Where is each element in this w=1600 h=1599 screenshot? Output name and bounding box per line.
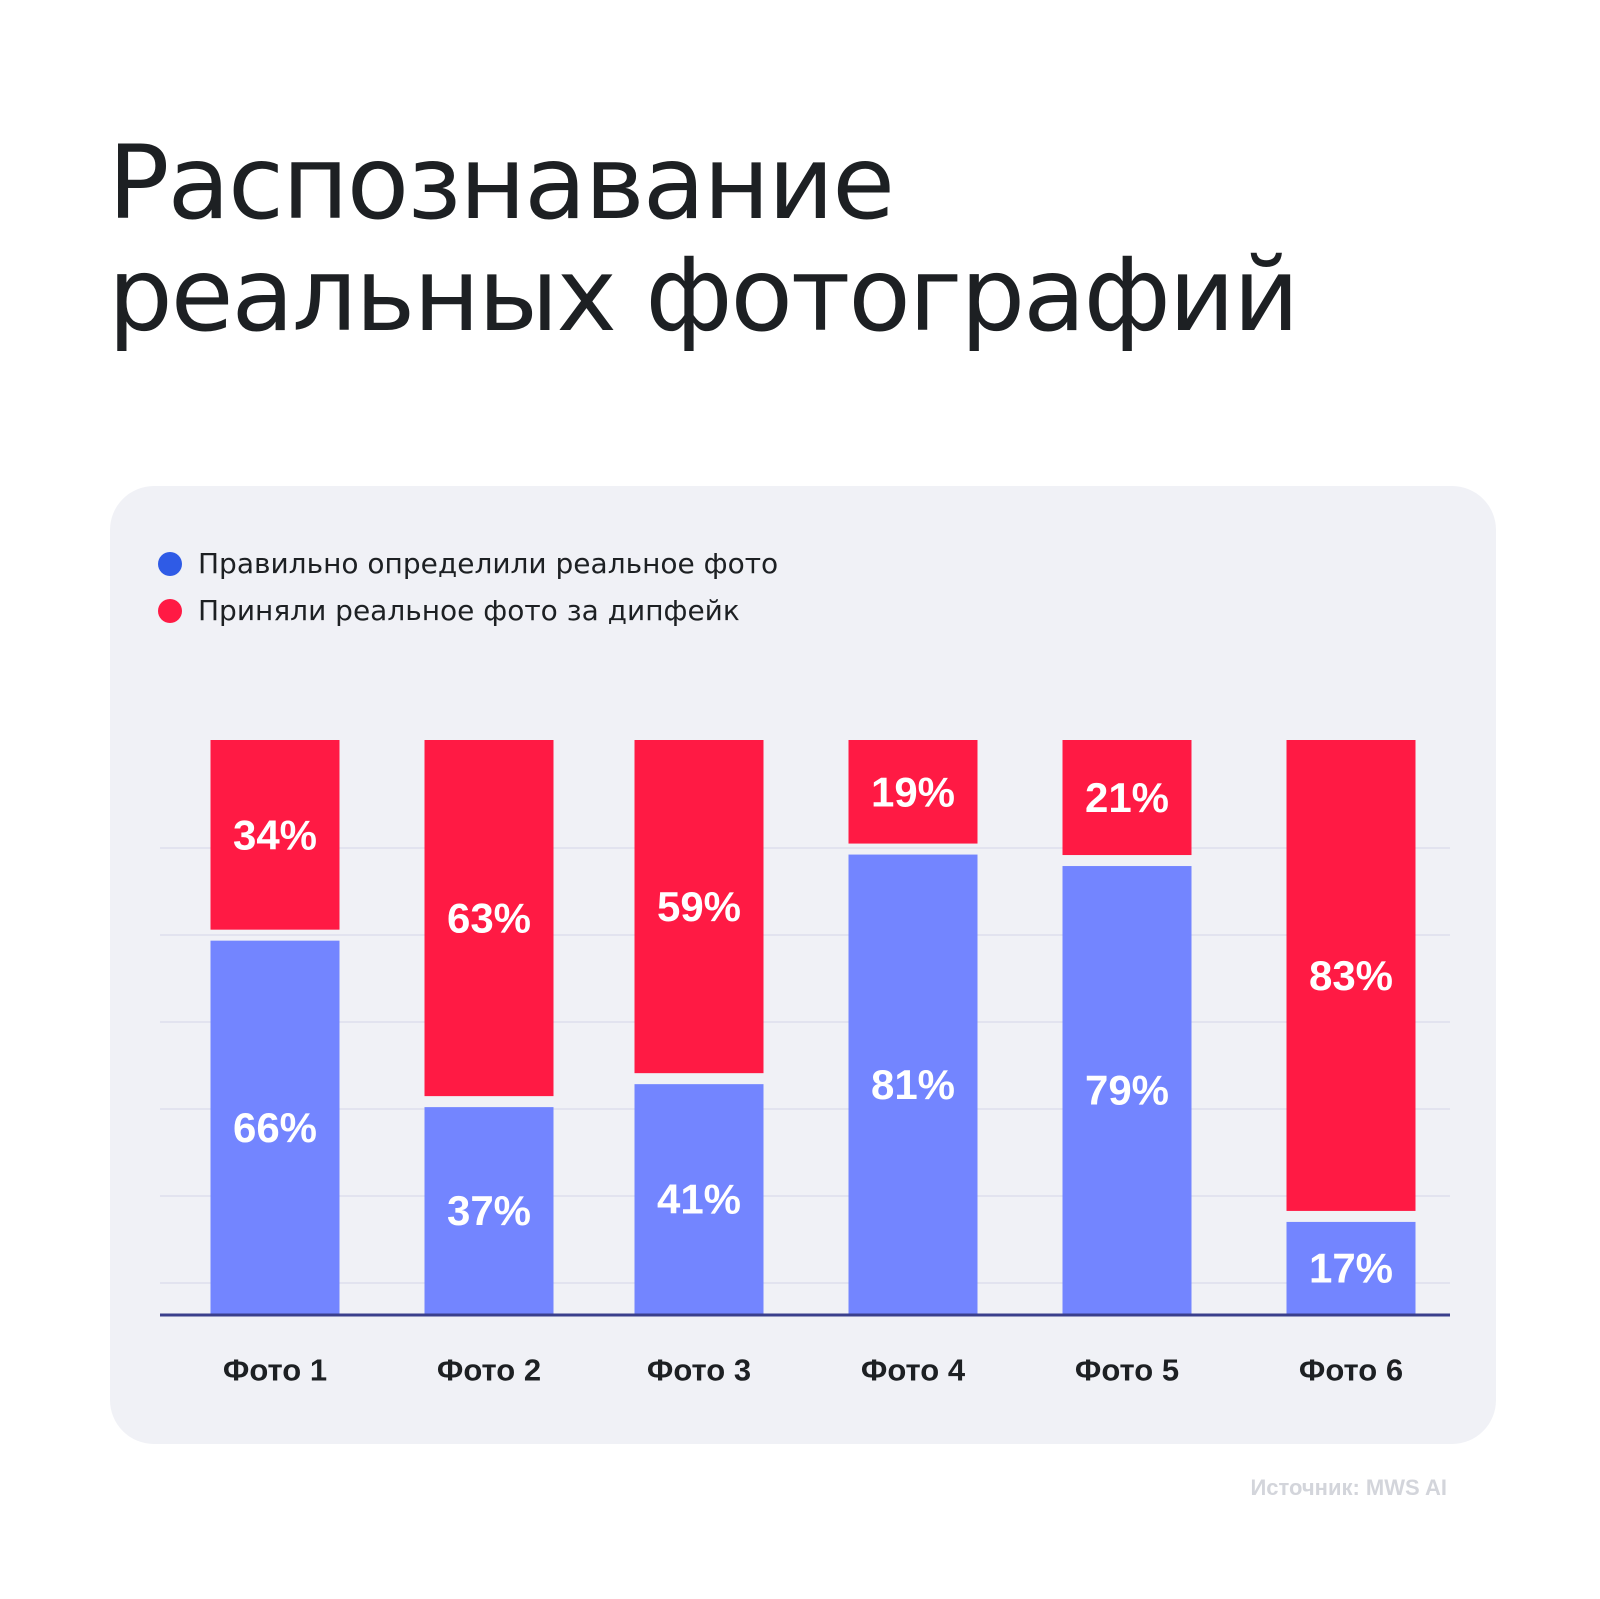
- category-label-4: Фото 4: [861, 1353, 966, 1388]
- label-correct-5: 79%: [1085, 1067, 1169, 1114]
- source-note: Источник: MWS AI: [1250, 1475, 1447, 1500]
- legend-item-deepfake: Приняли реальное фото за дипфейк: [158, 587, 778, 634]
- label-correct-4: 81%: [871, 1061, 955, 1108]
- label-deepfake-1: 34%: [233, 811, 317, 858]
- bar-deepfake-6: [1286, 740, 1416, 1211]
- label-correct-6: 17%: [1309, 1244, 1393, 1291]
- legend-item-correct: Правильно определили реальное фото: [158, 540, 778, 587]
- page-title: Распознавание реальных фотографий: [108, 124, 1299, 355]
- label-deepfake-6: 83%: [1309, 952, 1393, 999]
- legend-label-deepfake: Приняли реальное фото за дипфейк: [198, 594, 740, 627]
- legend-dot-correct: [158, 551, 182, 576]
- bar-correct-1: [210, 940, 340, 1314]
- chart-card: [110, 486, 1496, 1444]
- label-deepfake-5: 21%: [1085, 774, 1169, 821]
- bar-deepfake-2: [424, 740, 554, 1097]
- legend: Правильно определили реальное фото Приня…: [158, 540, 778, 634]
- category-label-1: Фото 1: [223, 1353, 327, 1388]
- bar-correct-4: [848, 854, 978, 1314]
- title-line-2: реальных фотографий: [108, 236, 1299, 355]
- bar-correct-3: [634, 1084, 764, 1314]
- bar-correct-2: [424, 1107, 554, 1314]
- label-deepfake-4: 19%: [871, 768, 955, 815]
- bar-deepfake-3: [634, 740, 764, 1074]
- category-label-2: Фото 2: [437, 1353, 541, 1388]
- title-line-1: Распознавание: [108, 124, 895, 243]
- bar-correct-6: [1286, 1221, 1416, 1314]
- bar-deepfake-1: [210, 740, 340, 930]
- category-label-5: Фото 5: [1075, 1353, 1179, 1388]
- bar-correct-5: [1062, 866, 1192, 1314]
- bar-deepfake-5: [1062, 740, 1192, 856]
- label-deepfake-2: 63%: [447, 895, 531, 942]
- label-deepfake-3: 59%: [657, 883, 741, 930]
- legend-label-correct: Правильно определили реальное фото: [198, 547, 779, 580]
- category-label-6: Фото 6: [1299, 1353, 1403, 1388]
- label-correct-3: 41%: [657, 1176, 741, 1223]
- category-label-3: Фото 3: [647, 1353, 751, 1388]
- label-correct-2: 37%: [447, 1187, 531, 1234]
- bar-deepfake-4: [848, 740, 978, 844]
- label-correct-1: 66%: [233, 1104, 317, 1151]
- legend-dot-deepfake: [158, 598, 182, 623]
